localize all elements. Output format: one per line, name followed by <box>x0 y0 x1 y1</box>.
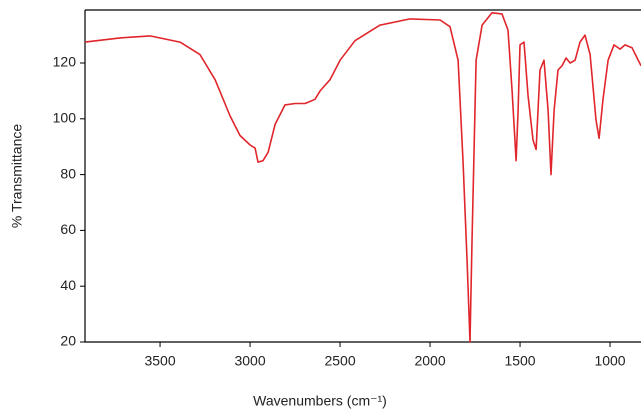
y-tick-label: 20 <box>60 333 76 349</box>
x-tick-label: 2500 <box>324 353 355 369</box>
x-tick-label: 3000 <box>234 353 265 369</box>
y-tick-label: 60 <box>60 221 76 237</box>
x-tick-label: 1500 <box>504 353 535 369</box>
y-axis-label: % Transmittance <box>9 124 25 228</box>
y-tick-label: 80 <box>60 165 76 181</box>
y-tick-label: 40 <box>60 277 76 293</box>
y-tick-label: 100 <box>53 110 77 126</box>
x-tick-label: 2000 <box>414 353 445 369</box>
spectrum-line <box>84 12 641 343</box>
y-tick-label: 120 <box>53 54 77 70</box>
x-axis-label: Wavenumbers (cm⁻¹) <box>253 393 387 409</box>
x-tick-label: 1000 <box>594 353 625 369</box>
axis-frame <box>84 9 641 343</box>
x-tick-label: 3500 <box>144 353 175 369</box>
